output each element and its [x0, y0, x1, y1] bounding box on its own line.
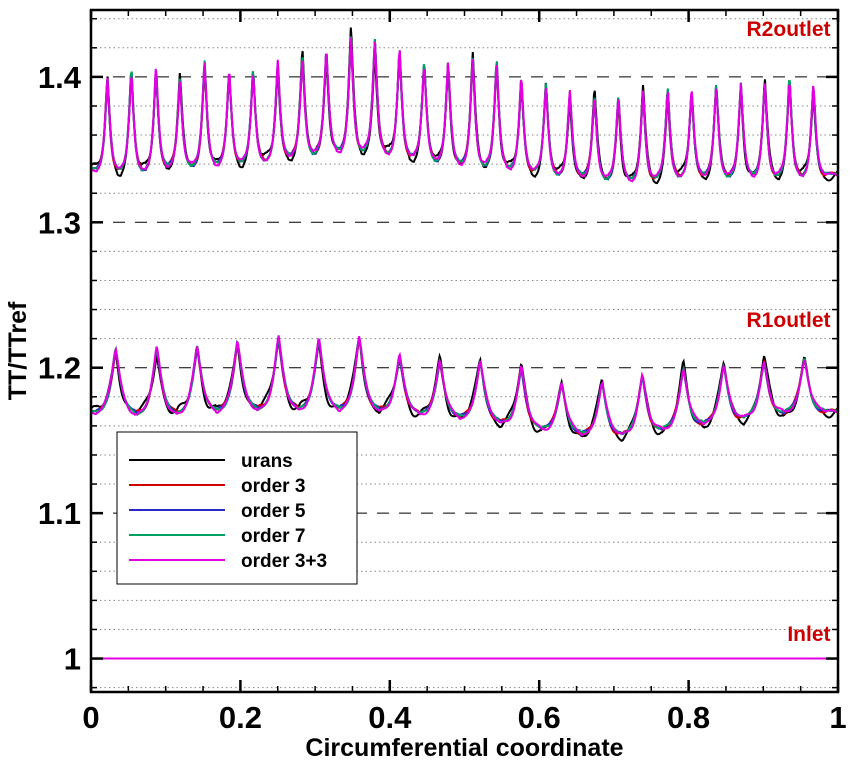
legend-label-order-7: order 7: [241, 526, 305, 547]
y-tick-label: 1.3: [38, 205, 81, 240]
y-axis-title: TT/TTref: [4, 301, 32, 400]
legend-label-urans: urans: [241, 451, 293, 472]
x-tick-label: 0: [82, 700, 99, 735]
x-tick-label: 0.8: [667, 700, 710, 735]
annotation-label: R2outlet: [747, 18, 831, 41]
annotation-label: Inlet: [787, 623, 830, 646]
axis-ticks: 1 1.1 1.2 1.3 1.4 0 0.2 0.4 0.6 0.8 1: [38, 10, 847, 735]
x-tick-label: 0.4: [368, 700, 412, 735]
grid-lines: [91, 18, 838, 689]
legend-box: [116, 431, 358, 585]
x-tick-label: 0.2: [219, 700, 262, 735]
y-tick-label: 1: [64, 642, 81, 677]
legend-label-order-3-3: order 3+3: [241, 551, 327, 572]
y-tick-label: 1.2: [38, 351, 81, 386]
x-axis-title: Circumferential coordinate: [305, 734, 623, 762]
series-order-3-3-r2outlet: [90, 37, 839, 183]
legend-label-order-3: order 3: [241, 476, 305, 497]
annotation-label: R1outlet: [747, 309, 831, 332]
x-tick-label: 0.6: [518, 700, 561, 735]
y-tick-label: 1.1: [38, 496, 81, 531]
annotations: R2outlet R1outlet Inlet: [747, 18, 831, 646]
series-order-3-3-r1outlet: [90, 335, 839, 437]
y-tick-label: 1.4: [38, 60, 82, 95]
legend-label-order-5: order 5: [241, 501, 306, 522]
x-tick-label: 1: [829, 700, 846, 735]
series-lines: [90, 27, 839, 660]
legend: urans order 3 order 5 order 7 order 3+3: [116, 431, 358, 585]
